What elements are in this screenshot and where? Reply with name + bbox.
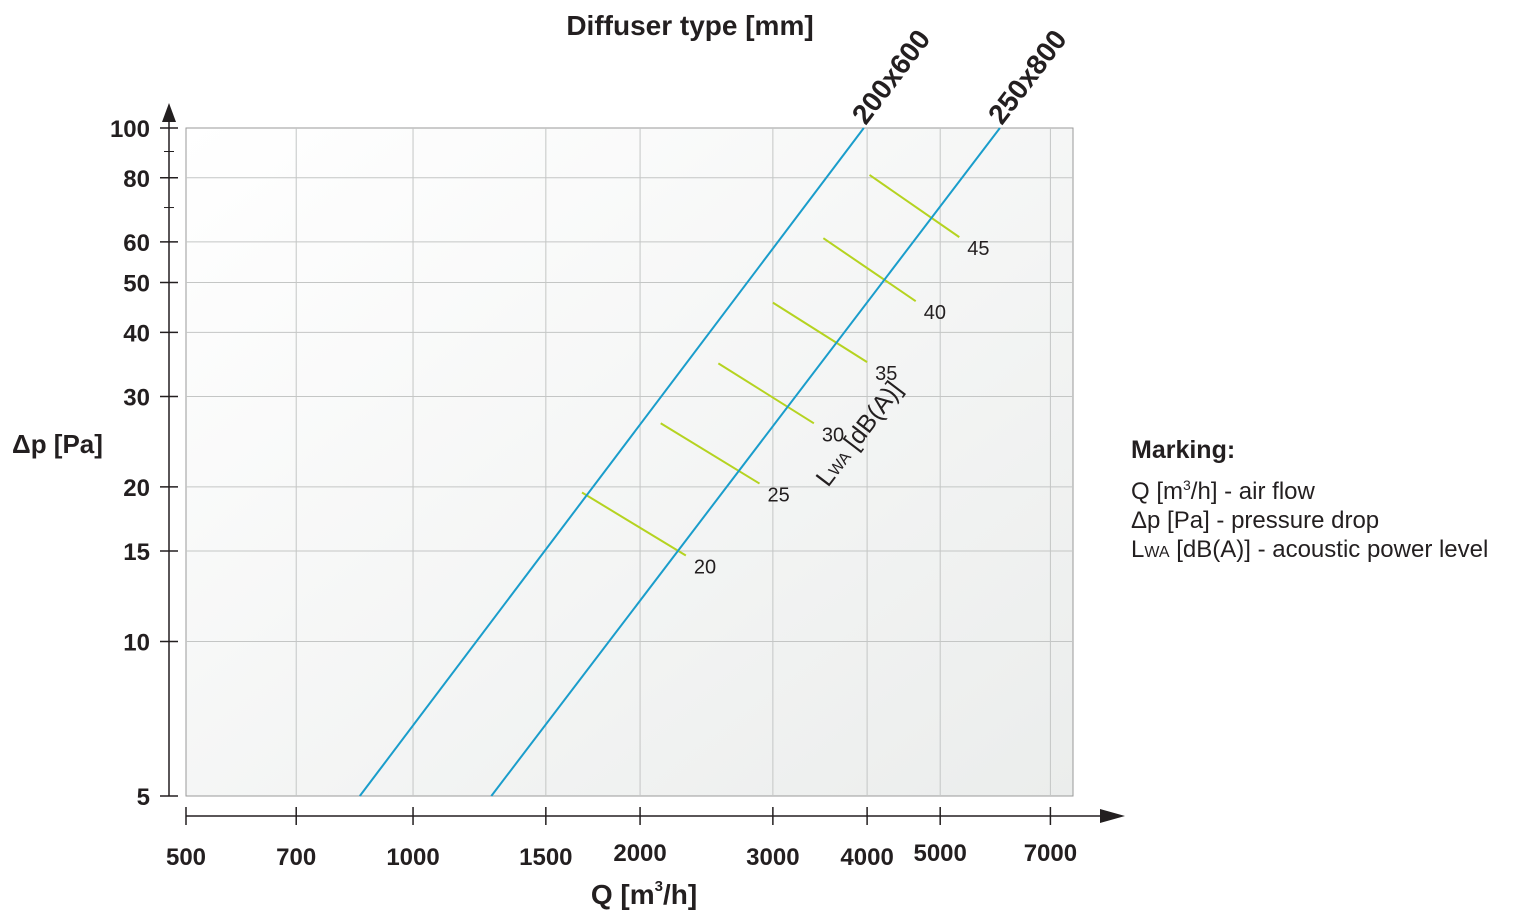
- y-tick-label: 20: [123, 475, 150, 502]
- noise-lines: [581, 174, 960, 557]
- x-tick-label: 7000: [1024, 840, 1077, 867]
- x-tick-label: 4000: [840, 844, 893, 871]
- y-tick-label: 60: [123, 230, 150, 257]
- marking-item-airflow: Q [m3/h] - air flow: [1131, 477, 1315, 505]
- noise-level-line: [581, 491, 687, 557]
- noise-level-label: 20: [694, 557, 716, 579]
- y-tick-label: 5: [137, 784, 150, 811]
- x-tick-label: 1000: [386, 844, 439, 871]
- y-tick-label: 50: [123, 271, 150, 298]
- marking-legend: Marking: Q [m3/h] - air flow Δp [Pa] - p…: [1131, 436, 1521, 567]
- noise-level-label: 25: [768, 485, 790, 507]
- series: [359, 127, 1001, 797]
- marking-item-pressure: Δp [Pa] - pressure drop: [1131, 507, 1380, 534]
- x-tick-label: 3000: [746, 844, 799, 871]
- noise-level-label: 35: [875, 363, 897, 385]
- y-axis-label: Δp [Pa]: [12, 429, 103, 459]
- series-name-label: 250x800: [982, 24, 1073, 130]
- y-tick-label: 10: [123, 629, 150, 656]
- series-line: [359, 127, 865, 797]
- noise-level-line: [868, 174, 960, 238]
- x-tick-label: 700: [276, 844, 316, 871]
- y-tick-label: 100: [110, 116, 150, 143]
- x-axis-arrow: [1100, 809, 1125, 823]
- noise-level-line: [772, 301, 868, 363]
- x-axis-label: Q [m3/h]: [591, 878, 697, 910]
- series-line: [490, 127, 1001, 797]
- marking-title: Marking:: [1131, 436, 1236, 464]
- y-tick-label: 40: [123, 320, 150, 347]
- noise-level-label: 30: [822, 424, 844, 446]
- plot-area: [185, 127, 1074, 797]
- series-name-label: 200x600: [846, 24, 936, 130]
- noise-level-label: 40: [924, 302, 946, 324]
- marking-item-acoustic: LWA [dB(A)] - acoustic power level: [1131, 536, 1489, 563]
- x-tick-label: 500: [166, 844, 206, 871]
- y-tick-label: 80: [123, 166, 150, 193]
- noise-level-line: [660, 422, 761, 485]
- noise-level-label: 45: [967, 238, 989, 260]
- axes: 5 10 15 20 30 40 50 60 80 100 500 700 1000 1500 2000 30…: [110, 103, 1125, 871]
- x-tick-label: 5000: [913, 840, 966, 867]
- noise-level-line: [822, 237, 917, 302]
- y-tick-label: 30: [123, 384, 150, 411]
- chart-title: Diffuser type [mm]: [566, 10, 813, 41]
- grid: [186, 128, 1073, 796]
- noise-level-line: [717, 362, 815, 425]
- x-tick-label: 1500: [519, 844, 572, 871]
- x-tick-label: 2000: [613, 840, 666, 867]
- y-axis-arrow: [162, 103, 176, 122]
- y-tick-label: 15: [123, 539, 150, 566]
